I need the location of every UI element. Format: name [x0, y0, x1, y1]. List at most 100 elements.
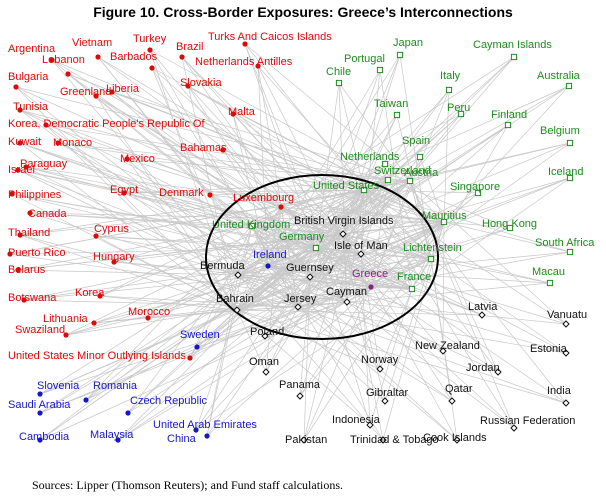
edge-pakistan-greece: [303, 286, 372, 441]
node-label-mexico: Mexico: [120, 153, 155, 165]
edge-vietnam-bvi: [97, 56, 344, 235]
edge-japan-liechtenstein: [399, 54, 432, 260]
node-label-egypt: Egypt: [110, 184, 138, 196]
node-dot-icon-neth_antilles: [255, 63, 261, 69]
node-label-germany: Germany: [279, 231, 325, 243]
edge-china-bvi: [206, 233, 344, 437]
node-label-qatar: Qatar: [445, 383, 473, 395]
edge-vietnam-liechtenstein: [97, 56, 432, 260]
node-label-hungary: Hungary: [93, 251, 135, 263]
edge-swaziland-united_states: [65, 189, 365, 336]
edge-us_minor-united_kingdom: [189, 225, 253, 359]
node-dot-icon-turks_caicos: [242, 41, 248, 47]
node-diamond-icon-jordan: [494, 368, 502, 376]
edge-botswana-ireland: [23, 265, 269, 301]
node-label-cook_islands: Cook Islands: [423, 432, 487, 444]
edge-finland-isle_of_man: [360, 124, 509, 255]
node-dot-icon-canada: [27, 210, 33, 216]
node-dot-icon-israel: [15, 167, 21, 173]
node-label-jersey: Jersey: [284, 293, 317, 305]
node-square-icon-macau: [546, 279, 554, 287]
edge-bermuda-france: [237, 274, 413, 290]
node-label-liberia: Liberia: [106, 83, 140, 95]
edge-peru-luxembourg: [280, 113, 462, 208]
node-label-taiwan: Taiwan: [374, 98, 408, 110]
edge-chile-germany: [315, 82, 340, 249]
edge-russia-united_states: [363, 189, 515, 429]
node-label-estonia: Estonia: [530, 343, 568, 355]
edge-uae-bahrain: [195, 309, 238, 431]
node-dot-icon-denmark: [207, 192, 213, 198]
node-label-slovenia: Slovenia: [37, 380, 80, 392]
edge-ireland-france: [267, 265, 413, 290]
node-label-cayman: Cayman: [326, 286, 367, 298]
node-square-icon-netherlands: [381, 160, 389, 168]
edge-neth_antilles-ireland: [257, 65, 269, 267]
edge-romania-bvi: [85, 233, 344, 401]
edge-trinidad-bermuda: [237, 274, 384, 441]
edge-bahrain-luxembourg: [236, 206, 282, 311]
edge-paraguay-bermuda: [25, 166, 239, 276]
node-diamond-icon-bermuda: [234, 271, 242, 279]
node-label-pakistan: Pakistan: [285, 434, 327, 446]
node-label-uae: United Arab Emirates: [153, 419, 257, 431]
edge-china-mauritius: [206, 221, 445, 437]
node-dot-icon-cambodia: [37, 437, 43, 443]
node-diamond-icon-cook_islands: [453, 436, 461, 444]
edge-panama-greece: [299, 286, 372, 397]
edge-france-mauritius: [411, 221, 445, 290]
edge-cook_islands-bvi: [342, 233, 458, 441]
node-dot-icon-morocco: [145, 315, 151, 321]
edge-belarus-bermuda: [17, 269, 239, 276]
edge-monaco-cayman: [57, 142, 348, 303]
edge-botswana-bvi: [23, 233, 344, 301]
edge-spain-mauritius: [419, 156, 445, 223]
edge-czech_republic-jersey: [127, 306, 299, 414]
edge-australia-united_kingdom: [251, 85, 570, 227]
edge-malta-liechtenstein: [232, 113, 432, 260]
node-dot-icon-hungary: [111, 259, 117, 265]
node-diamond-icon-cayman: [343, 298, 351, 306]
node-dot-icon-saudi_arabia: [37, 410, 43, 416]
node-label-kuwait: Kuwait: [8, 136, 41, 148]
edge-indonesia-france: [369, 288, 413, 426]
edge-panama-united_states: [299, 189, 365, 397]
node-dot-icon-mexico: [124, 156, 130, 162]
edge-uae-isle_of_man: [195, 253, 362, 431]
node-label-slovakia: Slovakia: [180, 77, 222, 89]
node-square-icon-spain: [416, 153, 424, 161]
edge-saudi_arabia-liechtenstein: [39, 258, 432, 414]
node-label-saudi_arabia: Saudi Arabia: [8, 399, 71, 411]
edge-guernsey-united_states: [309, 189, 365, 278]
edge-slovenia-united_states: [39, 189, 365, 395]
node-diamond-icon-qatar: [448, 397, 456, 405]
edge-china-united_kingdom: [206, 225, 253, 437]
edge-malaysia-greece: [117, 286, 372, 441]
node-label-united_states: United States: [313, 180, 380, 192]
edge-france-guernsey: [309, 276, 413, 290]
edge-russia-cayman: [346, 301, 515, 429]
edge-new_zealand-united_kingdom: [251, 225, 444, 352]
node-dot-icon-brazil: [179, 54, 185, 60]
node-label-belgium: Belgium: [540, 125, 580, 137]
edge-cambodia-germany: [39, 247, 317, 441]
edge-bermuda-united_states: [237, 189, 365, 276]
node-dot-icon-greece: [368, 284, 374, 290]
edge-argentina-united_kingdom: [51, 59, 253, 227]
node-diamond-icon-estonia: [562, 349, 570, 357]
node-label-peru: Peru: [447, 102, 470, 114]
node-label-chile: Chile: [326, 66, 351, 78]
node-square-icon-germany: [312, 244, 320, 252]
edge-turks_caicos-united_states: [244, 43, 365, 191]
node-label-panama: Panama: [279, 379, 321, 391]
node-label-italy: Italy: [440, 70, 461, 82]
edge-united_kingdom-bermuda: [237, 225, 253, 276]
edge-bahrain-switzerland: [236, 179, 389, 311]
node-dot-icon-bulgaria: [13, 84, 19, 90]
node-dot-icon-malta: [230, 111, 236, 117]
node-label-switzerland: Switzerland: [374, 165, 431, 177]
node-square-icon-singapore: [474, 189, 482, 197]
node-dot-icon-puerto_rico: [7, 251, 13, 257]
edge-jordan-united_states: [363, 189, 499, 373]
